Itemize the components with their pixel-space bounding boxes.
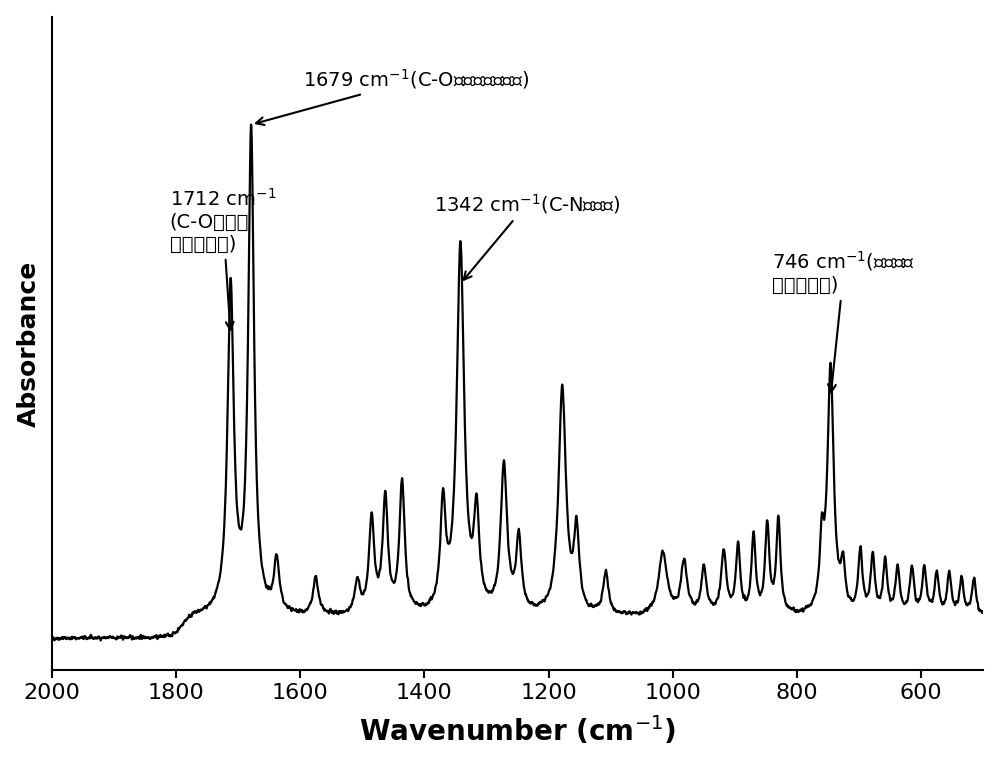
Text: 1712 cm$^{-1}$
(C-O不对称
伸缩振动峰): 1712 cm$^{-1}$ (C-O不对称 伸缩振动峰) [170,188,276,330]
Y-axis label: Absorbance: Absorbance [17,261,41,426]
Text: 1342 cm$^{-1}$(C-N振动峰): 1342 cm$^{-1}$(C-N振动峰) [434,193,620,280]
X-axis label: Wavenumber (cm$^{-1}$): Wavenumber (cm$^{-1}$) [359,714,676,747]
Text: 1679 cm$^{-1}$(C-O对称伸缩振动峰): 1679 cm$^{-1}$(C-O对称伸缩振动峰) [256,67,530,125]
Text: 746 cm$^{-1}$(酰亚胺环
面内振动峰): 746 cm$^{-1}$(酰亚胺环 面内振动峰) [772,249,915,392]
